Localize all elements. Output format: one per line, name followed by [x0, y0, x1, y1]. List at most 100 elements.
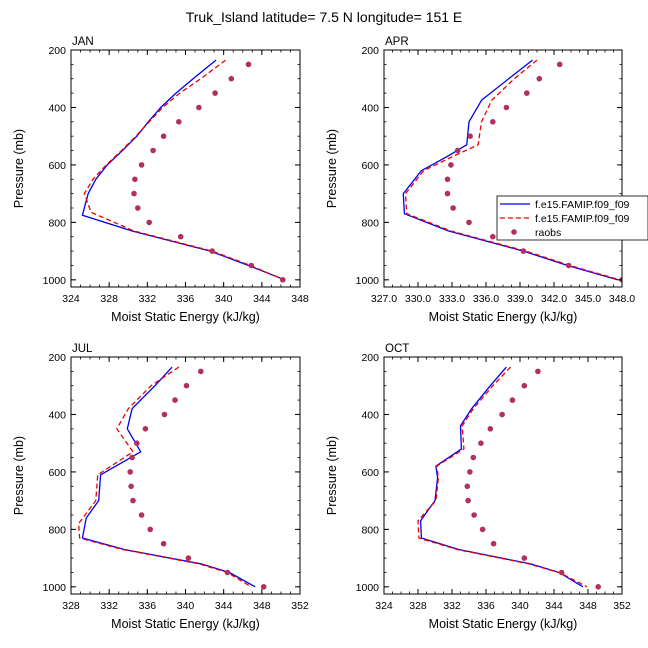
raobs-point [183, 382, 190, 389]
raobs-point [490, 119, 496, 125]
x-tick-label: 340 [215, 293, 233, 305]
raobs-point [245, 61, 252, 68]
raobs-point [198, 368, 204, 375]
plot-area [81, 59, 286, 283]
y-tick-label: 800 [361, 524, 379, 536]
series-line-model1 [81, 366, 256, 588]
raobs-point [490, 540, 497, 547]
x-tick-label: 344 [253, 293, 271, 305]
y-tick-label: 200 [361, 45, 379, 57]
raobs-point [177, 233, 184, 240]
raobs-point [470, 454, 477, 461]
raobs-point [464, 483, 471, 490]
x-tick-label: 330.0 [405, 293, 431, 305]
x-axis-label: Moist Static Energy (kJ/kg) [429, 617, 578, 631]
raobs-point [503, 104, 510, 111]
x-tick-label: 348 [253, 600, 271, 612]
raobs-point [160, 540, 167, 547]
x-tick-label: 332 [139, 293, 157, 305]
y-tick-label: 1000 [43, 275, 67, 287]
raobs-point [487, 426, 494, 432]
x-tick-label: 348 [579, 600, 597, 612]
y-tick-label: 800 [48, 524, 66, 536]
raobs-point [521, 555, 528, 561]
series-line-model2 [77, 366, 252, 588]
raobs-point [142, 426, 149, 432]
x-tick-label: 345.0 [575, 293, 601, 305]
x-tick-label: 352 [613, 600, 631, 612]
raobs-point [444, 176, 451, 183]
series-line-model1 [81, 59, 285, 281]
raobs-point [454, 147, 461, 154]
series-line-model2 [404, 59, 620, 281]
y-axis-label: Pressure (mb) [12, 436, 26, 515]
x-tick-label: 336 [477, 600, 495, 612]
raobs-point [146, 219, 152, 226]
raobs-point [224, 569, 231, 576]
y-tick-label: 800 [48, 217, 66, 229]
legend-label: raobs [535, 227, 561, 239]
raobs-point [535, 368, 541, 375]
raobs-point [450, 205, 456, 211]
raobs-point [478, 440, 484, 447]
raobs-point [595, 584, 601, 590]
raobs-point [520, 248, 527, 254]
raobs-point [134, 440, 140, 447]
raobs-point [138, 512, 145, 518]
y-tick-label: 800 [361, 217, 379, 229]
panel-title: APR [385, 36, 409, 48]
raobs-point [161, 411, 168, 418]
panel-apr: 327.0 330.0 333.0 336.0 339.0 342.0 345.0 348.0… [325, 36, 635, 324]
raobs-point [448, 162, 454, 168]
raobs-point [150, 147, 156, 154]
y-tick-label: 400 [361, 409, 379, 421]
x-tick-label: 336.0 [473, 293, 499, 305]
x-tick-label: 328 [409, 600, 427, 612]
x-tick-label: 344 [545, 600, 563, 612]
x-tick-label: 324 [375, 600, 393, 612]
raobs-point [147, 526, 153, 533]
x-tick-label: 348.0 [609, 293, 635, 305]
panel-title: JAN [72, 36, 94, 48]
x-tick-label: 352 [291, 600, 309, 612]
x-tick-label: 344 [215, 600, 233, 612]
y-axis-label: Pressure (mb) [12, 129, 26, 208]
raobs-point [536, 75, 543, 82]
legend-label: f.e15.FAMIP.f09_f09 [535, 213, 630, 225]
series-line-model2 [83, 59, 285, 281]
series-line-model2 [417, 366, 588, 588]
panel-jan: 324 328 332 336 340 344 348 200 400 600 800 1000 JAN… [12, 36, 309, 324]
x-tick-label: 340 [177, 600, 195, 612]
x-tick-label: 342.0 [541, 293, 567, 305]
panel-title: JUL [72, 343, 93, 355]
x-tick-label: 332 [100, 600, 118, 612]
series-line-model1 [402, 59, 618, 281]
y-tick-label: 1000 [356, 275, 380, 287]
plot-frame [70, 356, 301, 595]
x-tick-label: 336 [177, 293, 195, 305]
raobs-point [160, 133, 167, 139]
raobs-point [209, 248, 215, 254]
raobs-point [499, 411, 505, 418]
raobs-point [172, 397, 178, 403]
y-tick-label: 400 [361, 102, 379, 114]
raobs-point [131, 190, 137, 197]
legend-marker-raobs [511, 229, 517, 235]
x-tick-label: 328 [62, 600, 80, 612]
raobs-point [565, 262, 572, 269]
x-tick-label: 339.0 [507, 293, 533, 305]
y-tick-label: 400 [48, 102, 66, 114]
raobs-point [467, 469, 473, 475]
x-tick-label: 333.0 [439, 293, 465, 305]
series-line-model1 [419, 366, 584, 588]
x-tick-label: 324 [62, 293, 80, 305]
raobs-point [471, 512, 477, 518]
raobs-point [128, 483, 134, 490]
raobs-point [466, 219, 472, 226]
raobs-point [196, 104, 202, 111]
raobs-point [176, 119, 182, 125]
y-tick-label: 600 [361, 160, 379, 172]
x-tick-label: 328 [100, 293, 118, 305]
plot-area [417, 366, 601, 590]
x-tick-label: 327.0 [371, 293, 397, 305]
